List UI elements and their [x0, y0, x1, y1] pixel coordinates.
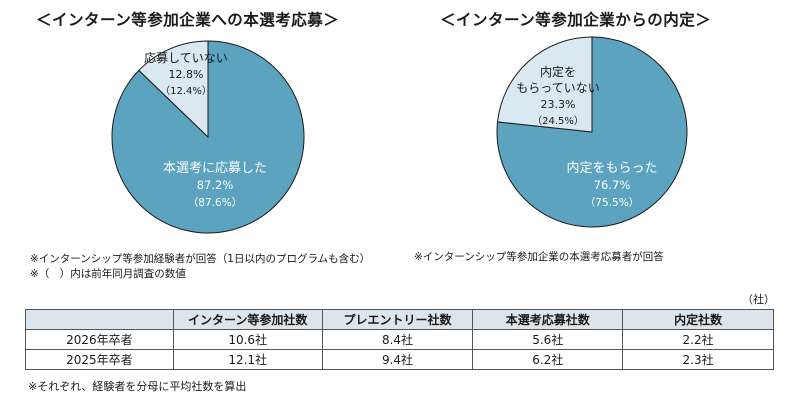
table-header-preentry-count: プレエントリー社数 [321, 309, 474, 330]
table-header-offer-count: 内定社数 [622, 309, 774, 330]
table-row: 2025年卒者 12.1社 9.4社 6.2社 2.3社 [25, 349, 774, 370]
table-cell: 2.3社 [622, 349, 774, 370]
table-header-intern-count: インターン等参加社数 [172, 309, 323, 330]
table-unit-label: （社） [742, 293, 775, 306]
pie-prev-value-main: （87.6%） [188, 197, 242, 209]
pie-value-minor: 23.3% [541, 98, 576, 111]
left-chart-note-respondents: ※インターンシップ等参加経験者が回答（1日以内のプログラムも含む） [30, 253, 371, 265]
pie-label-minor: 内定を [540, 64, 576, 79]
left-chart-title: ＜インターン等参加企業への本選考応募＞ [36, 11, 340, 29]
pie-prev-value-main: （75.5%） [585, 197, 639, 209]
pie-value-main: 76.7% [594, 178, 631, 192]
table-row-label: 2026年卒者 [25, 329, 174, 350]
table-cell: 9.4社 [321, 349, 474, 370]
table-header-application-count: 本選考応募社数 [472, 309, 624, 330]
table-cell: 10.6社 [172, 329, 323, 350]
pie-slice-minor [138, 40, 209, 139]
pie-chart-application: 本選考に応募した 87.2% （87.6%） 応募していない 12.8% （12.4%） [111, 40, 305, 234]
pie-label-minor: もらっていない [516, 81, 599, 95]
pie-label-minor: 応募していない [144, 51, 228, 65]
left-chart-note-prev-year: ※（ ）内は前年同月調査の数値 [30, 268, 186, 280]
pie-slice-minor [496, 36, 593, 133]
table-header-row: インターン等参加社数 プレエントリー社数 本選考応募社数 内定社数 [25, 309, 774, 330]
table-cell: 2.2社 [622, 329, 774, 350]
pie-value-minor: 12.8% [169, 68, 204, 81]
pie-label-main: 内定をもらった [566, 160, 657, 176]
pie-value-main: 87.2% [197, 178, 234, 192]
table-row-label: 2025年卒者 [25, 349, 174, 370]
table-header-corner [25, 309, 174, 330]
table-cell: 6.2社 [472, 349, 624, 370]
pie-prev-value-minor: （12.4%） [160, 85, 212, 97]
table-cell: 5.6社 [472, 329, 624, 350]
table-cell: 12.1社 [172, 349, 323, 370]
company-count-table: インターン等参加社数 プレエントリー社数 本選考応募社数 内定社数 2026年卒… [25, 309, 774, 370]
pie-charts-canvas: 本選考に応募した87.2%（87.6%）応募していない12.8%（12.4%） … [111, 36, 688, 234]
right-chart-note-respondents: ※インターンシップ等参加企業の本選考応募者が回答 [414, 251, 664, 263]
pie-label-main: 本選考に応募した [163, 161, 267, 176]
table-cell: 8.4社 [321, 329, 474, 350]
pie-slice-main [496, 36, 688, 228]
right-chart-title: ＜インターン等参加企業からの内定＞ [440, 11, 712, 29]
table-footnote: ※それぞれ、経験者を分母に平均社数を算出 [28, 380, 247, 393]
pie-prev-value-minor: （24.5%） [532, 115, 584, 127]
table-row: 2026年卒者 10.6社 8.4社 5.6社 2.2社 [25, 329, 774, 350]
